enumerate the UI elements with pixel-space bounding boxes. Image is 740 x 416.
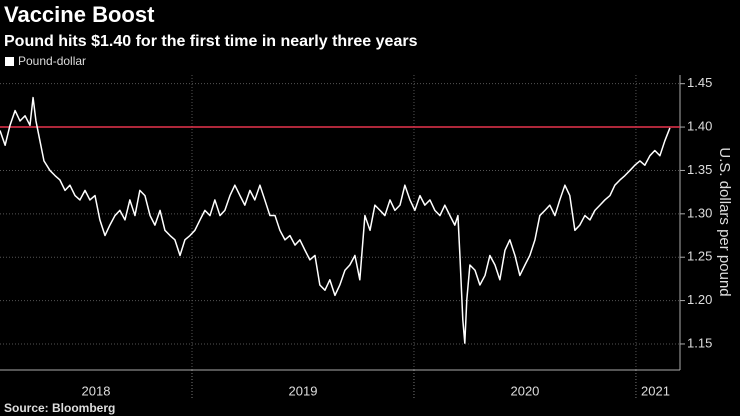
y-tick-label: 1.40 [687, 118, 712, 133]
y-axis-label: U.S. dollars per pound [716, 147, 733, 296]
y-tick-label: 1.45 [687, 75, 712, 90]
line-series [0, 96, 671, 344]
x-tick-label: 2018 [82, 383, 111, 398]
x-tick-label: 2020 [510, 383, 539, 398]
x-tick-label: 2021 [641, 383, 670, 398]
x-tick-label: 2019 [289, 383, 318, 398]
y-tick-label: 1.25 [687, 249, 712, 264]
source: Source: Bloomberg [4, 401, 115, 415]
y-tick-label: 1.15 [687, 335, 712, 350]
legend-swatch [5, 57, 14, 66]
legend-label: Pound-dollar [18, 54, 86, 68]
y-tick-label: 1.30 [687, 205, 712, 220]
y-tick-label: 1.35 [687, 162, 712, 177]
chart-subtitle: Pound hits $1.40 for the first time in n… [4, 33, 418, 50]
y-tick-label: 1.20 [687, 292, 712, 307]
chart-title: Vaccine Boost [4, 2, 155, 27]
